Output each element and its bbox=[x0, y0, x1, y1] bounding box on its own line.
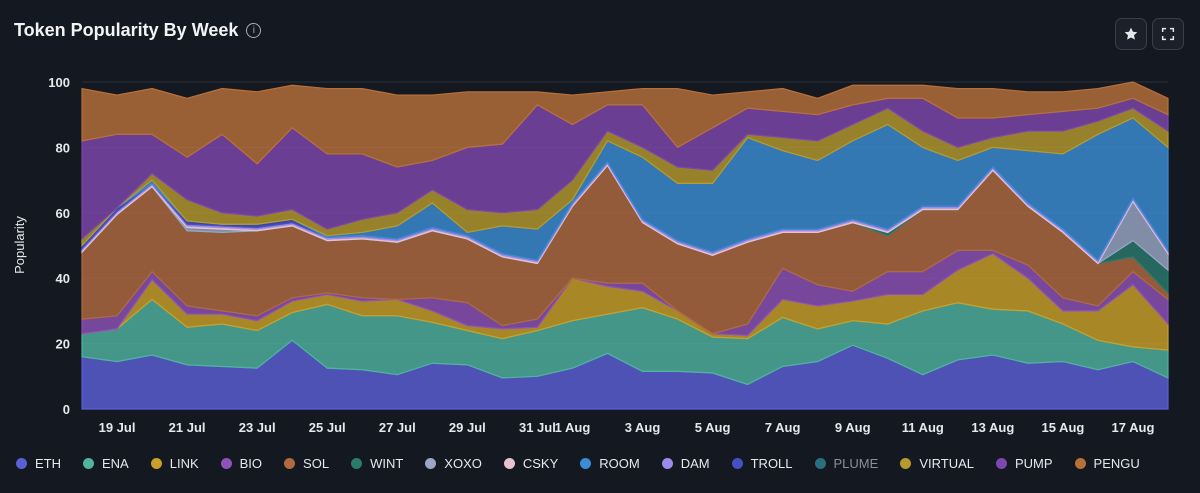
x-tick-label: 23 Jul bbox=[239, 420, 276, 435]
legend-dot bbox=[284, 458, 296, 469]
legend-item-bio[interactable]: BIO bbox=[220, 456, 263, 471]
legend-label: PUMP bbox=[1014, 456, 1053, 471]
legend-dot bbox=[16, 458, 27, 469]
legend-dot bbox=[995, 458, 1007, 469]
page-title: Token Popularity By Week bbox=[14, 20, 239, 40]
fullscreen-button[interactable] bbox=[1152, 18, 1184, 50]
x-tick-label: 5 Aug bbox=[695, 420, 731, 435]
x-tick-label: 15 Aug bbox=[1041, 420, 1084, 435]
legend-label: XOXO bbox=[444, 456, 482, 471]
x-tick-label: 19 Jul bbox=[99, 420, 136, 435]
legend-dot bbox=[220, 458, 232, 469]
y-tick-label: 100 bbox=[48, 75, 70, 90]
x-tick-label: 9 Aug bbox=[835, 420, 871, 435]
y-tick-label: 0 bbox=[63, 402, 70, 417]
info-icon[interactable]: i bbox=[246, 23, 262, 38]
x-tick-label: 11 Aug bbox=[902, 420, 944, 435]
legend-label: DAM bbox=[680, 456, 710, 471]
legend-label: ENA bbox=[102, 456, 129, 471]
legend: ETH ENA LINK BIO SOL WINT XOXO CSKY ROOM DAM TROLL… bbox=[16, 456, 1162, 471]
x-tick-label: 3 Aug bbox=[625, 420, 661, 435]
legend-item-plume[interactable]: PLUME bbox=[814, 456, 879, 471]
legend-item-wint[interactable]: WINT bbox=[351, 456, 403, 471]
legend-dot bbox=[150, 458, 162, 469]
legend-item-sol[interactable]: SOL bbox=[284, 456, 329, 471]
legend-item-xoxo[interactable]: XOXO bbox=[425, 456, 482, 471]
legend-label: VIRTUAL bbox=[919, 456, 974, 471]
x-tick-label: 17 Aug bbox=[1112, 420, 1155, 435]
legend-label: TROLL bbox=[750, 456, 793, 471]
legend-item-pengu[interactable]: PENGU bbox=[1074, 456, 1140, 471]
legend-dot bbox=[661, 458, 673, 469]
legend-item-troll[interactable]: TROLL bbox=[731, 456, 793, 471]
legend-label: CSKY bbox=[522, 456, 559, 471]
legend-item-ena[interactable]: ENA bbox=[83, 456, 129, 471]
expand-icon bbox=[1161, 27, 1175, 41]
legend-dot bbox=[503, 458, 515, 469]
y-tick-label: 20 bbox=[56, 337, 70, 352]
legend-dot bbox=[731, 458, 743, 469]
legend-label: WINT bbox=[370, 456, 404, 471]
legend-item-eth[interactable]: ETH bbox=[16, 456, 61, 471]
x-tick-label: 27 Jul bbox=[379, 420, 416, 435]
chart-header: Token Popularity By Week i bbox=[14, 20, 262, 41]
legend-dot bbox=[900, 458, 912, 469]
area-pengu bbox=[81, 81, 1169, 168]
x-tick-label: 1 Aug bbox=[555, 420, 591, 435]
x-tick-label: 21 Jul bbox=[169, 420, 206, 435]
y-axis-label: Popularity bbox=[12, 216, 27, 274]
legend-item-dam[interactable]: DAM bbox=[661, 456, 710, 471]
x-tick-label: 7 Aug bbox=[765, 420, 801, 435]
legend-dot bbox=[814, 458, 826, 469]
x-tick-label: 29 Jul bbox=[449, 420, 486, 435]
legend-item-pump[interactable]: PUMP bbox=[995, 456, 1053, 471]
legend-dot bbox=[83, 458, 94, 469]
legend-dot bbox=[351, 458, 363, 469]
legend-dot bbox=[425, 458, 437, 469]
y-tick-label: 80 bbox=[56, 140, 70, 155]
legend-dot bbox=[580, 458, 592, 469]
area-chart: 0 20 40 60 80 100 Popularity 19 Jul 21 Jul 23 Jul… bbox=[12, 75, 1169, 435]
legend-label: ROOM bbox=[599, 456, 640, 471]
legend-label: PENGU bbox=[1093, 456, 1140, 471]
legend-dot bbox=[1074, 458, 1086, 469]
legend-item-room[interactable]: ROOM bbox=[580, 456, 640, 471]
x-tick-label: 13 Aug bbox=[971, 420, 1014, 435]
legend-item-csky[interactable]: CSKY bbox=[503, 456, 559, 471]
legend-label: BIO bbox=[239, 456, 263, 471]
x-tick-label: 31 Jul bbox=[519, 420, 556, 435]
y-tick-label: 60 bbox=[56, 206, 70, 221]
legend-item-link[interactable]: LINK bbox=[150, 456, 199, 471]
legend-label: ETH bbox=[35, 456, 61, 471]
legend-label: LINK bbox=[169, 456, 199, 471]
x-tick-label: 25 Jul bbox=[309, 420, 346, 435]
favorite-button[interactable] bbox=[1115, 18, 1147, 50]
legend-item-virtual[interactable]: VIRTUAL bbox=[900, 456, 974, 471]
star-icon bbox=[1124, 27, 1138, 40]
y-tick-label: 40 bbox=[56, 271, 70, 286]
legend-label: SOL bbox=[303, 456, 330, 471]
legend-label: PLUME bbox=[833, 456, 879, 471]
